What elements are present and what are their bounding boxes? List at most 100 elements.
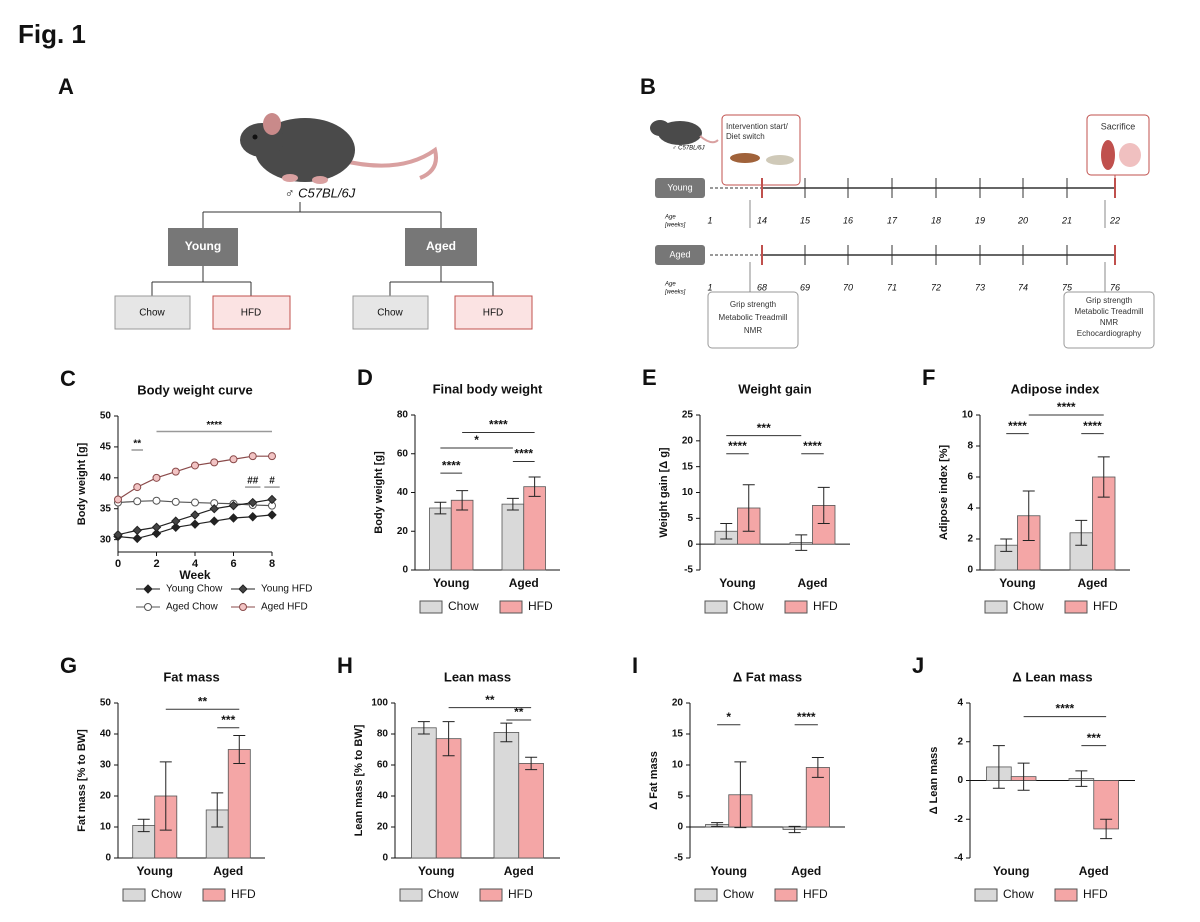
- significance-label: ***: [1087, 731, 1101, 745]
- panel-letter: E: [642, 365, 657, 390]
- x-tick-label: 0: [115, 558, 121, 570]
- marker: [267, 510, 277, 520]
- figure-label: Fig. 1: [18, 19, 86, 49]
- group-label: Young: [185, 239, 221, 253]
- y-tick-label: 40: [100, 472, 112, 483]
- y-tick-label: 30: [100, 760, 112, 771]
- y-axis-label: Lean mass [% to BW]: [353, 724, 365, 836]
- legend-label: HFD: [813, 599, 838, 613]
- legend-label: Chow: [1003, 887, 1034, 901]
- legend-swatch: [774, 888, 798, 902]
- age-label: 17: [887, 215, 898, 225]
- cohort-label: Aged: [669, 249, 690, 259]
- legend-swatch: [984, 600, 1008, 614]
- significance-label: ****: [728, 439, 747, 453]
- age-label: 20: [1017, 215, 1028, 225]
- y-tick-label: 20: [100, 791, 112, 802]
- marker: [209, 516, 219, 526]
- significance-label: *: [474, 433, 479, 447]
- legend-swatch: [419, 600, 443, 614]
- y-tick-label: 5: [687, 513, 693, 524]
- y-tick-label: 25: [682, 410, 694, 421]
- error-bar: [137, 818, 150, 833]
- age-label: 16: [843, 215, 853, 225]
- y-tick-label: 15: [682, 461, 694, 472]
- significance-label: ****: [206, 420, 222, 431]
- x-axis-label: Week: [179, 568, 210, 582]
- y-tick-label: 40: [397, 487, 409, 498]
- error-bar: [1097, 456, 1110, 498]
- box-line: Sacrifice: [1101, 121, 1136, 131]
- test-box: [707, 291, 799, 349]
- y-tick-label: 4: [957, 698, 963, 709]
- age-label: 68: [757, 282, 767, 292]
- age-label: 21: [1061, 215, 1072, 225]
- food-icon: [730, 153, 760, 163]
- legend-swatch: [1064, 600, 1088, 614]
- error-bar: [992, 745, 1005, 789]
- chart-title: Δ Fat mass: [733, 669, 802, 684]
- bar: [493, 732, 520, 859]
- x-tick-label: Aged: [798, 576, 828, 590]
- marker: [152, 496, 161, 505]
- legend-label: Chow: [428, 887, 459, 901]
- box-line: Diet switch: [726, 132, 765, 141]
- significance-label: ****: [797, 710, 816, 724]
- muscle-icon: [1101, 140, 1115, 170]
- chart-title: Δ Lean mass: [1012, 669, 1092, 684]
- y-tick-label: 45: [100, 442, 112, 453]
- diet-box: [454, 295, 533, 330]
- cohort-box: [655, 178, 705, 198]
- y-tick-label: 20: [397, 526, 409, 537]
- y-tick-label: 15: [672, 729, 684, 740]
- y-tick-label: 0: [687, 539, 693, 550]
- error-bar: [720, 523, 733, 540]
- legend-swatch: [974, 888, 998, 902]
- x-tick-label: Young: [433, 576, 469, 590]
- legend-label: Chow: [723, 887, 754, 901]
- y-tick-label: 2: [957, 736, 963, 747]
- y-axis-label: Body weight [g]: [373, 451, 385, 534]
- error-bar: [417, 721, 430, 735]
- diet-label: Chow: [139, 308, 165, 319]
- chart-title: Body weight curve: [137, 382, 253, 397]
- age-label: 22: [1109, 215, 1120, 225]
- y-tick-label: 40: [377, 791, 389, 802]
- marker: [190, 510, 200, 520]
- x-tick-label: Young: [418, 864, 454, 878]
- y-tick-label: 5: [677, 791, 683, 802]
- marker: [143, 584, 153, 594]
- y-tick-label: 40: [100, 729, 112, 740]
- marker: [228, 513, 239, 523]
- y-tick-label: 60: [397, 448, 409, 459]
- cohort-box: [655, 245, 705, 265]
- tree-lines: [151, 202, 494, 296]
- marker: [133, 497, 142, 506]
- x-tick-label: Aged: [504, 864, 534, 878]
- error-bar: [1075, 770, 1088, 787]
- significance-label: ****: [442, 458, 461, 472]
- age-label: 15: [800, 215, 811, 225]
- age-label: 71: [887, 282, 897, 292]
- y-axis-label: Δ Fat mass: [648, 751, 660, 810]
- error-bar: [456, 490, 469, 511]
- error-bar: [817, 486, 830, 524]
- bar: [501, 503, 525, 571]
- marker: [248, 497, 258, 508]
- chart-title: Fat mass: [163, 669, 219, 684]
- legend-swatch: [122, 888, 146, 902]
- x-tick-label: Young: [719, 576, 755, 590]
- x-tick-label: 8: [269, 558, 275, 570]
- significance-label: **: [133, 439, 141, 450]
- error-bar: [734, 761, 747, 829]
- bar: [429, 507, 452, 571]
- y-tick-label: 10: [100, 822, 112, 833]
- significance-label: **: [198, 694, 208, 708]
- y-tick-label: -5: [674, 853, 683, 864]
- test-line: Grip strength: [730, 300, 776, 309]
- marker: [133, 483, 142, 492]
- error-bar: [711, 822, 724, 827]
- marker: [132, 525, 142, 536]
- test-line: NMR: [1100, 318, 1118, 327]
- marker: [171, 467, 180, 476]
